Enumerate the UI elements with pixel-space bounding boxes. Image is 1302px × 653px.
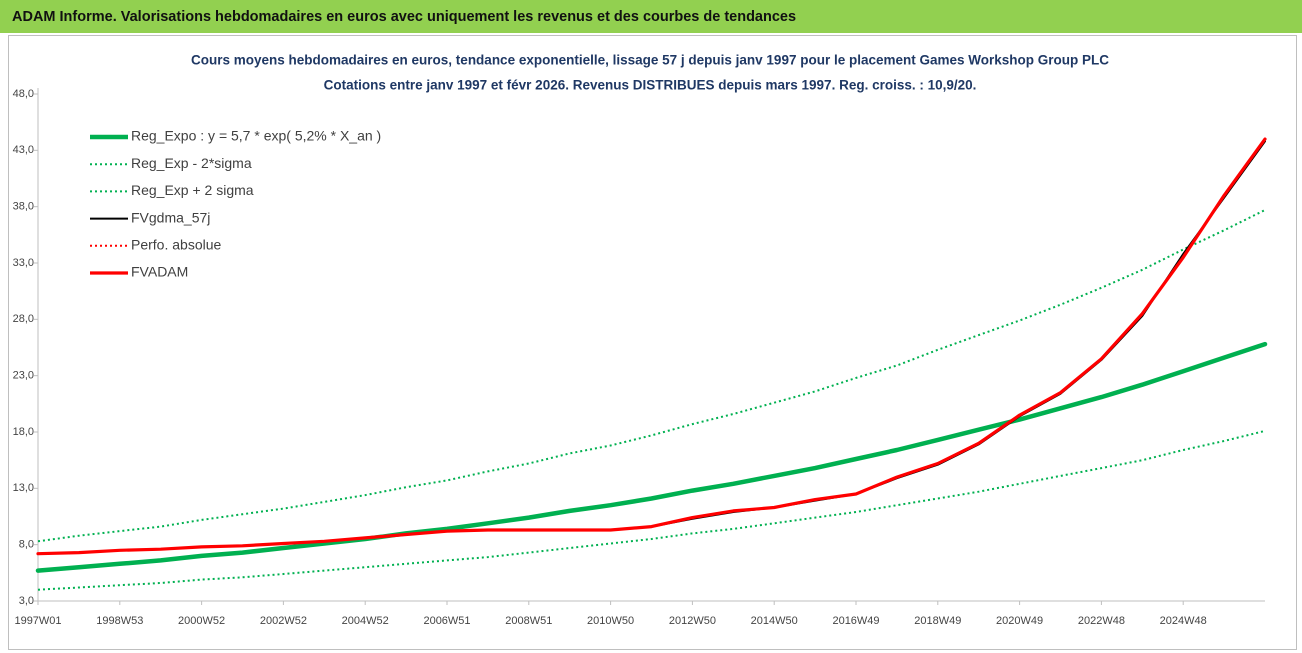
series-line <box>37 429 1266 591</box>
x-tick-label: 2010W50 <box>587 615 634 627</box>
header-bar <box>0 0 1302 33</box>
y-tick-label: 23,0 <box>13 370 34 382</box>
x-tick-label: 2014W50 <box>751 615 798 627</box>
series-line <box>37 209 1266 543</box>
chart-title: Cours moyens hebdomadaires en euros, ten… <box>191 53 1109 68</box>
x-tick-label: 2022W48 <box>1078 615 1125 627</box>
x-tick-label: 2018W49 <box>914 615 961 627</box>
x-tick-label: 2024W48 <box>1160 615 1207 627</box>
x-tick-label: 1997W01 <box>14 615 61 627</box>
x-tick-label: 2004W52 <box>342 615 389 627</box>
header-title: ADAM Informe. Valorisations hebdomadaire… <box>12 9 796 25</box>
x-tick-label: 2012W50 <box>669 615 716 627</box>
x-tick-label: 2006W51 <box>423 615 470 627</box>
y-tick-label: 48,0 <box>13 88 34 100</box>
x-tick-label: 2016W49 <box>832 615 879 627</box>
x-tick-label: 2020W49 <box>996 615 1043 627</box>
y-tick-label: 18,0 <box>13 426 34 438</box>
legend-label: Reg_Expo : y = 5,7 * exp( 5,2% * X_an ) <box>131 128 381 144</box>
series-line <box>35 341 1268 573</box>
chart-subtitle: Cotations entre janv 1997 et févr 2026. … <box>324 78 977 93</box>
legend-label: Perfo. absolue <box>131 237 221 253</box>
y-tick-label: 28,0 <box>13 313 34 325</box>
legend-label: Reg_Exp - 2*sigma <box>131 155 252 171</box>
y-tick-label: 43,0 <box>13 144 34 156</box>
x-tick-label: 2008W51 <box>505 615 552 627</box>
series-line <box>36 137 1267 556</box>
x-tick-label: 2002W52 <box>260 615 307 627</box>
x-tick-label: 1998W53 <box>96 615 143 627</box>
x-tick-label: 2000W52 <box>178 615 225 627</box>
legend-label: FVADAM <box>131 264 188 280</box>
legend-label: Reg_Exp + 2 sigma <box>131 182 254 198</box>
y-tick-label: 38,0 <box>13 201 34 213</box>
y-tick-label: 33,0 <box>13 257 34 269</box>
y-tick-label: 3,0 <box>19 595 34 607</box>
legend-label: FVgdma_57j <box>131 209 210 225</box>
y-tick-label: 8,0 <box>19 539 34 551</box>
y-tick-label: 13,0 <box>13 482 34 494</box>
